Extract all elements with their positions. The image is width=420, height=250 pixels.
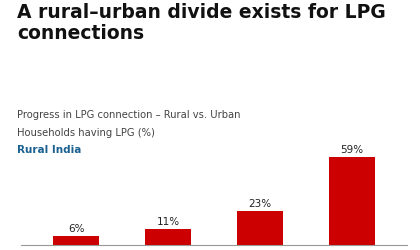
Text: Progress in LPG connection – Rural vs. Urban: Progress in LPG connection – Rural vs. U… xyxy=(17,110,240,120)
Text: A rural–urban divide exists for LPG
connections: A rural–urban divide exists for LPG conn… xyxy=(17,2,386,43)
Text: 23%: 23% xyxy=(249,199,272,209)
Text: Households having LPG (%): Households having LPG (%) xyxy=(17,128,155,138)
Bar xyxy=(237,210,283,245)
Bar xyxy=(145,228,191,245)
Text: 59%: 59% xyxy=(341,145,364,155)
Text: 6%: 6% xyxy=(68,224,84,234)
Bar xyxy=(329,156,375,245)
Bar xyxy=(53,236,99,245)
Text: Rural India: Rural India xyxy=(17,145,81,155)
Text: 11%: 11% xyxy=(157,217,180,227)
